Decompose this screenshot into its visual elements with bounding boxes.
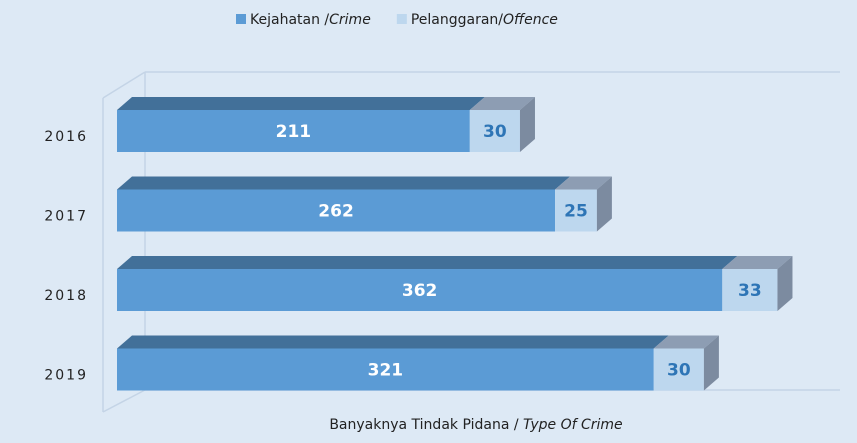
bar: [469, 110, 520, 152]
bar: [117, 189, 556, 232]
y-tick-label: 2018: [44, 288, 88, 304]
value-label: 262: [318, 202, 354, 222]
value-label: 33: [738, 281, 762, 301]
y-tick-label: 2016: [44, 129, 88, 145]
bar-top: [117, 97, 485, 110]
bar: [653, 348, 704, 391]
bar-top: [722, 256, 793, 269]
bar-side: [596, 176, 612, 232]
bar: [117, 348, 654, 391]
legend-swatch: [236, 14, 246, 24]
bar: [117, 269, 723, 311]
y-tick-label: 2019: [44, 368, 88, 384]
bar: [117, 110, 470, 152]
legend-label: Kejahatan /Crime: [250, 12, 371, 28]
bar-top: [653, 335, 719, 349]
x-axis-label: Banyaknya Tindak Pidana / Type Of Crime: [329, 417, 622, 433]
legend-label: Pelanggaran/Offence: [411, 12, 558, 28]
bar-top: [469, 97, 535, 110]
bar-top: [117, 256, 738, 269]
value-label: 321: [368, 361, 404, 381]
value-label: 30: [483, 122, 507, 142]
y-tick-label: 2017: [44, 209, 88, 225]
bar-top: [117, 335, 669, 349]
bar-top: [117, 176, 571, 190]
value-label: 362: [402, 281, 438, 301]
bar-side: [703, 335, 719, 391]
value-label: 211: [276, 122, 312, 142]
bar: [555, 189, 597, 232]
value-label: 30: [667, 361, 691, 381]
legend-swatch: [396, 14, 407, 24]
bar-top: [555, 176, 612, 190]
value-label: 25: [564, 202, 588, 222]
bar-side: [519, 97, 535, 152]
bar: [722, 269, 778, 311]
bar-side: [777, 256, 793, 311]
